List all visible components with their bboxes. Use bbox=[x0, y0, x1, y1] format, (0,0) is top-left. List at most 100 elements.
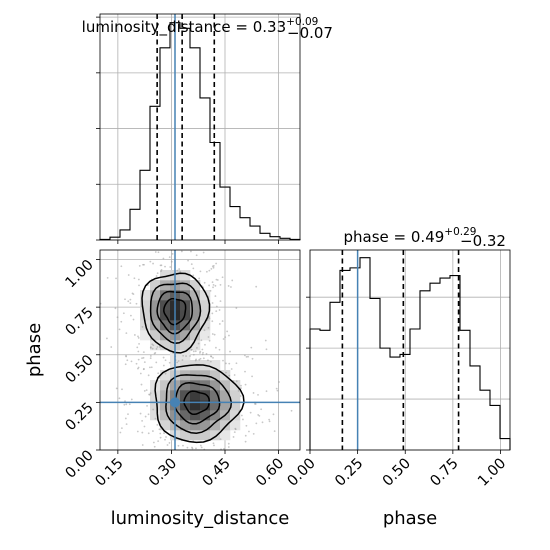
sample-point bbox=[201, 353, 204, 356]
density-cell bbox=[140, 330, 151, 341]
sample-point bbox=[169, 266, 172, 268]
sample-point bbox=[124, 400, 126, 403]
sample-point bbox=[152, 430, 154, 432]
sample-point bbox=[275, 387, 278, 390]
sample-point bbox=[160, 264, 163, 267]
sample-point bbox=[203, 329, 206, 332]
sample-point bbox=[121, 388, 123, 391]
sample-point bbox=[163, 432, 165, 435]
sample-point bbox=[147, 374, 150, 377]
density-cell bbox=[200, 420, 211, 431]
density-cell bbox=[140, 290, 151, 301]
phase-xtick-label-4: 1.00 bbox=[475, 456, 509, 490]
sample-point bbox=[157, 372, 160, 375]
density-cell bbox=[190, 340, 201, 351]
sample-point bbox=[124, 417, 127, 420]
density-cell bbox=[200, 290, 211, 301]
phase-xtick-label-0: 0.00 bbox=[285, 456, 319, 490]
sample-point bbox=[208, 339, 211, 342]
sample-point bbox=[225, 371, 227, 374]
sample-point bbox=[132, 293, 135, 296]
sample-point bbox=[210, 267, 213, 270]
phase-tick-label-0: 0.00 bbox=[63, 448, 97, 482]
sample-point bbox=[178, 268, 181, 270]
sample-point bbox=[252, 392, 255, 394]
sample-point bbox=[244, 434, 247, 437]
sample-point bbox=[190, 349, 193, 351]
sample-point bbox=[124, 363, 127, 366]
sample-point bbox=[140, 383, 143, 386]
density-cell bbox=[180, 280, 191, 291]
sample-point bbox=[137, 335, 139, 338]
density-cell bbox=[150, 330, 161, 341]
sample-point bbox=[150, 366, 153, 369]
density-cell bbox=[150, 310, 161, 321]
sample-point bbox=[199, 351, 201, 354]
sample-point bbox=[192, 267, 195, 270]
density-cell bbox=[200, 390, 211, 401]
sample-point bbox=[165, 436, 167, 438]
sample-point bbox=[160, 270, 162, 273]
sample-point bbox=[278, 381, 280, 383]
sample-point bbox=[218, 348, 221, 351]
sample-point bbox=[195, 254, 198, 257]
sample-point bbox=[235, 362, 238, 365]
density-cell bbox=[150, 300, 161, 311]
sample-point bbox=[244, 440, 247, 443]
sample-point bbox=[181, 359, 184, 361]
density-cell bbox=[160, 390, 171, 401]
sample-point bbox=[158, 346, 161, 348]
sample-point bbox=[231, 279, 234, 282]
density-cell bbox=[140, 300, 151, 311]
luminosity-distance-title: luminosity_distance = 0.33+0.09 bbox=[82, 16, 319, 37]
sample-point bbox=[158, 428, 161, 431]
density-cell bbox=[160, 340, 171, 351]
sample-point bbox=[233, 374, 236, 376]
sample-point bbox=[213, 444, 215, 447]
sample-point bbox=[116, 316, 119, 319]
density-cell bbox=[150, 400, 161, 411]
sample-point bbox=[126, 359, 129, 362]
density-cell bbox=[180, 390, 191, 401]
sample-point bbox=[147, 432, 150, 435]
sample-point bbox=[276, 389, 279, 392]
sample-point bbox=[115, 387, 118, 390]
sample-point bbox=[273, 430, 276, 433]
sample-point bbox=[255, 285, 258, 288]
phase-title-minus: −0.32 bbox=[460, 232, 506, 250]
sample-point bbox=[186, 446, 189, 449]
sample-point bbox=[212, 266, 215, 269]
sample-point bbox=[255, 422, 258, 425]
sample-point bbox=[199, 270, 202, 273]
sample-point bbox=[198, 358, 201, 361]
sample-point bbox=[247, 355, 249, 358]
sample-point bbox=[198, 277, 201, 280]
density-cell bbox=[180, 350, 191, 361]
sample-point bbox=[250, 346, 253, 349]
sample-point bbox=[166, 444, 169, 446]
sample-point bbox=[106, 276, 109, 279]
sample-point bbox=[227, 442, 230, 445]
density-cell bbox=[210, 390, 221, 401]
luminosity-distance-tick-label-1: 0.30 bbox=[146, 456, 180, 490]
density-cell bbox=[200, 430, 211, 441]
sample-point bbox=[164, 359, 167, 362]
sample-point bbox=[137, 337, 140, 339]
density-cell bbox=[230, 380, 241, 391]
sample-point bbox=[207, 359, 209, 362]
sample-point bbox=[212, 264, 215, 267]
sample-point bbox=[182, 354, 185, 357]
sample-point bbox=[120, 320, 123, 323]
sample-point bbox=[242, 418, 244, 421]
sample-point bbox=[154, 351, 157, 354]
sample-point bbox=[182, 444, 184, 447]
sample-point bbox=[214, 295, 217, 297]
density-cell bbox=[190, 430, 201, 441]
sample-point bbox=[265, 390, 268, 393]
sample-point bbox=[209, 289, 212, 292]
sample-point bbox=[210, 355, 213, 358]
sample-point bbox=[149, 392, 152, 395]
sample-point bbox=[177, 360, 180, 362]
sample-point bbox=[221, 276, 224, 279]
sample-point bbox=[192, 274, 195, 277]
